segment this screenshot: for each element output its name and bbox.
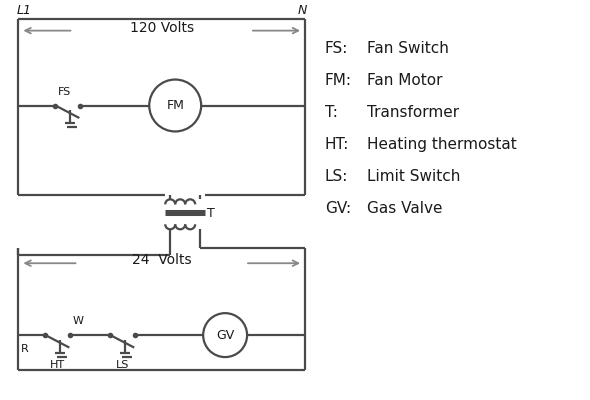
Text: N: N xyxy=(297,4,307,17)
Text: LS:: LS: xyxy=(325,169,348,184)
Text: L1: L1 xyxy=(17,4,31,17)
Text: Heating thermostat: Heating thermostat xyxy=(367,137,517,152)
Text: FM: FM xyxy=(166,99,184,112)
Text: FS: FS xyxy=(57,86,71,96)
Text: HT: HT xyxy=(50,360,65,370)
Text: Limit Switch: Limit Switch xyxy=(367,169,460,184)
Text: W: W xyxy=(73,316,83,326)
Text: Fan Switch: Fan Switch xyxy=(367,41,449,56)
Text: GV: GV xyxy=(216,329,234,342)
Text: Gas Valve: Gas Valve xyxy=(367,201,442,216)
Text: Transformer: Transformer xyxy=(367,105,459,120)
Text: 24  Volts: 24 Volts xyxy=(132,253,192,267)
Text: FS:: FS: xyxy=(325,41,348,56)
Text: Fan Motor: Fan Motor xyxy=(367,73,442,88)
Text: HT:: HT: xyxy=(325,137,349,152)
Text: LS: LS xyxy=(116,360,129,370)
Text: FM:: FM: xyxy=(325,73,352,88)
Text: T:: T: xyxy=(325,105,338,120)
Text: 120 Volts: 120 Volts xyxy=(130,21,194,35)
Text: R: R xyxy=(21,344,28,354)
Text: T: T xyxy=(207,207,215,220)
Text: GV:: GV: xyxy=(325,201,351,216)
